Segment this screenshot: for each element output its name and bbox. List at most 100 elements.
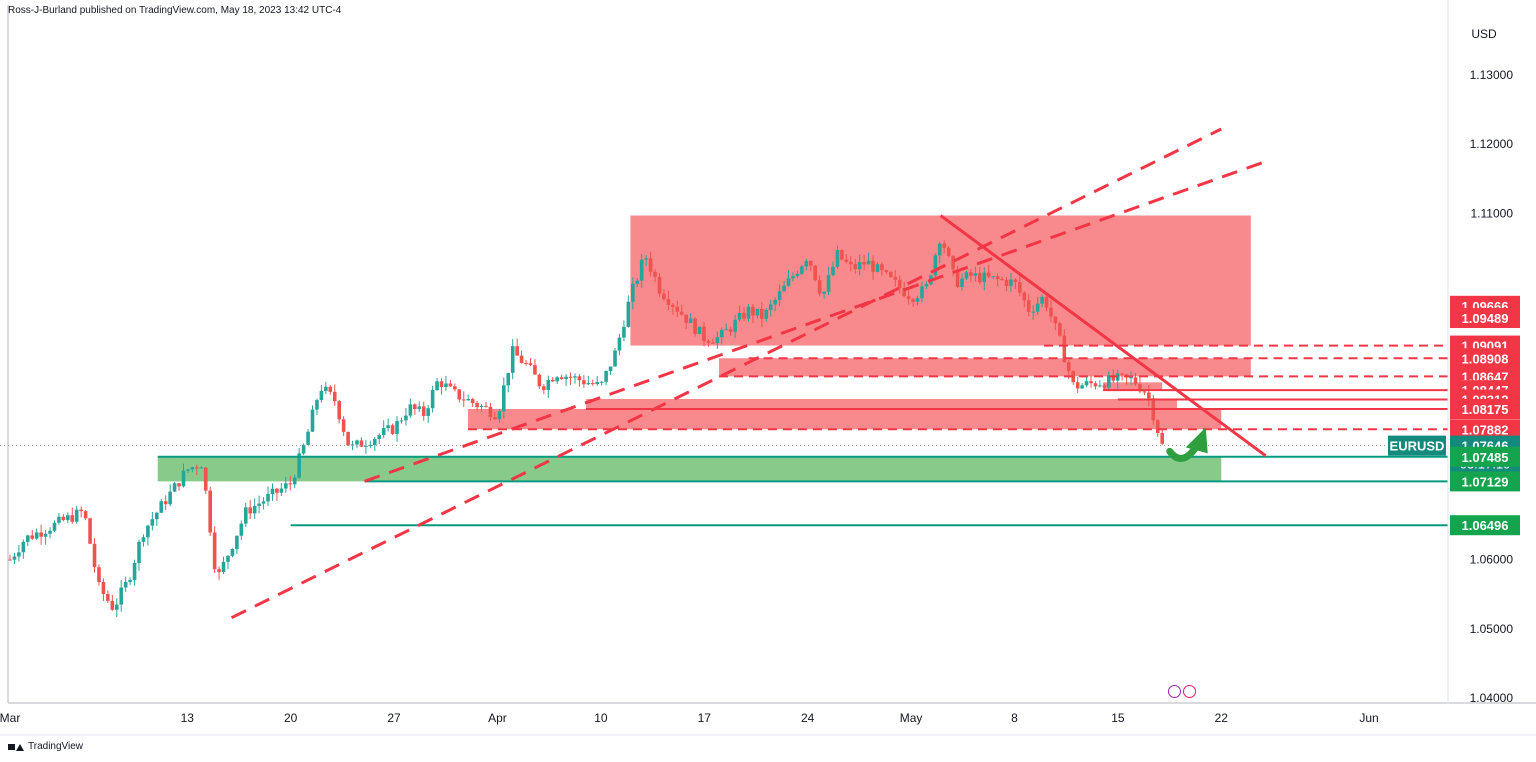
price-label: 1.08175 xyxy=(1462,402,1509,417)
candle-body xyxy=(212,532,217,570)
candle-body xyxy=(960,278,964,288)
candle-body xyxy=(920,286,924,299)
candle-body xyxy=(1013,279,1018,282)
candle-body xyxy=(728,329,733,332)
symbol-label-bg xyxy=(1388,435,1446,456)
candle-body xyxy=(1107,375,1111,388)
candle-body xyxy=(239,523,244,536)
candle-body xyxy=(123,581,128,588)
candle-body xyxy=(475,403,479,408)
tradingview-logo-icon xyxy=(8,742,24,752)
flash-icon[interactable] xyxy=(1168,685,1181,698)
candle-body xyxy=(1075,382,1080,389)
candle-body xyxy=(1138,384,1142,392)
candle-body xyxy=(195,467,199,469)
candle-body xyxy=(381,428,386,436)
candle-body xyxy=(177,483,181,487)
candle-body xyxy=(399,420,404,422)
candle-body xyxy=(537,374,542,387)
candle-body xyxy=(243,507,248,524)
candle-body xyxy=(444,383,448,387)
candle-body xyxy=(306,431,310,445)
trendlines-layer xyxy=(230,127,1267,620)
price-label: 1.07485 xyxy=(1462,450,1509,465)
candle-body xyxy=(163,501,168,505)
x-tick-label: Mar xyxy=(0,711,20,725)
candle-body xyxy=(755,308,760,316)
candle-body xyxy=(586,383,591,385)
candle-body xyxy=(386,425,390,429)
x-tick-label: 22 xyxy=(1215,711,1229,725)
candle-body xyxy=(889,272,893,277)
candle-body xyxy=(719,329,724,338)
candle-body xyxy=(613,350,617,367)
candle-body xyxy=(1071,371,1076,383)
candle-body xyxy=(413,404,417,410)
candle-body xyxy=(88,518,92,544)
candle-body xyxy=(688,318,693,323)
candle-body xyxy=(341,419,346,432)
candle-body xyxy=(506,372,511,386)
candle-body xyxy=(648,258,653,272)
candle-body xyxy=(488,406,493,418)
candle-body xyxy=(1049,307,1053,317)
candle-body xyxy=(1058,323,1062,336)
candle-body xyxy=(301,444,306,454)
candle-body xyxy=(1142,391,1147,393)
candle-body xyxy=(470,399,475,404)
candle-body xyxy=(915,298,920,302)
candle-body xyxy=(764,309,769,319)
candle-body xyxy=(604,371,608,382)
candle-body xyxy=(848,261,853,265)
candle-body xyxy=(635,280,640,284)
candle-body xyxy=(1098,385,1102,387)
candle-body xyxy=(631,283,635,302)
candle-body xyxy=(911,299,915,302)
x-tick-label: 10 xyxy=(594,711,608,725)
event-icons[interactable] xyxy=(1168,685,1196,698)
candle-body xyxy=(155,512,159,520)
y-tick-label: 1.06000 xyxy=(1470,553,1514,567)
candle-body xyxy=(439,381,444,387)
candle-body xyxy=(186,469,190,471)
candle-body xyxy=(34,532,39,539)
candle-body xyxy=(1004,279,1009,286)
candle-body xyxy=(25,535,30,542)
candle-body xyxy=(826,275,831,292)
candle-body xyxy=(252,505,257,514)
candle-body xyxy=(1018,281,1022,293)
candle-body xyxy=(857,262,862,270)
candle-body xyxy=(599,381,604,383)
candle-body xyxy=(355,440,359,445)
candle-body xyxy=(884,270,889,273)
candle-body xyxy=(1089,381,1093,384)
candle-body xyxy=(1031,311,1035,313)
candle-body xyxy=(1009,279,1013,286)
candle-body xyxy=(248,507,253,514)
candle-body xyxy=(1062,335,1067,363)
candle-body xyxy=(542,386,546,391)
candle-body xyxy=(484,405,488,407)
us-flag-icon[interactable] xyxy=(1183,685,1196,698)
candle-body xyxy=(1133,377,1138,385)
price-label: 1.07129 xyxy=(1462,474,1509,489)
candle-body xyxy=(92,543,97,568)
candle-body xyxy=(995,276,1000,280)
candle-body xyxy=(510,346,515,373)
candle-body xyxy=(315,400,319,410)
candle-body xyxy=(221,561,226,573)
candle-body xyxy=(639,259,644,281)
price-label-bg xyxy=(1450,398,1520,419)
candle-body xyxy=(590,383,595,385)
candle-body xyxy=(83,511,88,519)
candle-body xyxy=(288,483,293,485)
candle-body xyxy=(1084,381,1089,386)
candle-body xyxy=(119,587,124,605)
candle-body xyxy=(862,262,866,265)
candle-body xyxy=(79,509,83,512)
candle-body xyxy=(737,312,742,320)
currency-label: USD xyxy=(1471,27,1497,41)
candle-body xyxy=(217,569,221,573)
candle-body xyxy=(66,515,70,521)
